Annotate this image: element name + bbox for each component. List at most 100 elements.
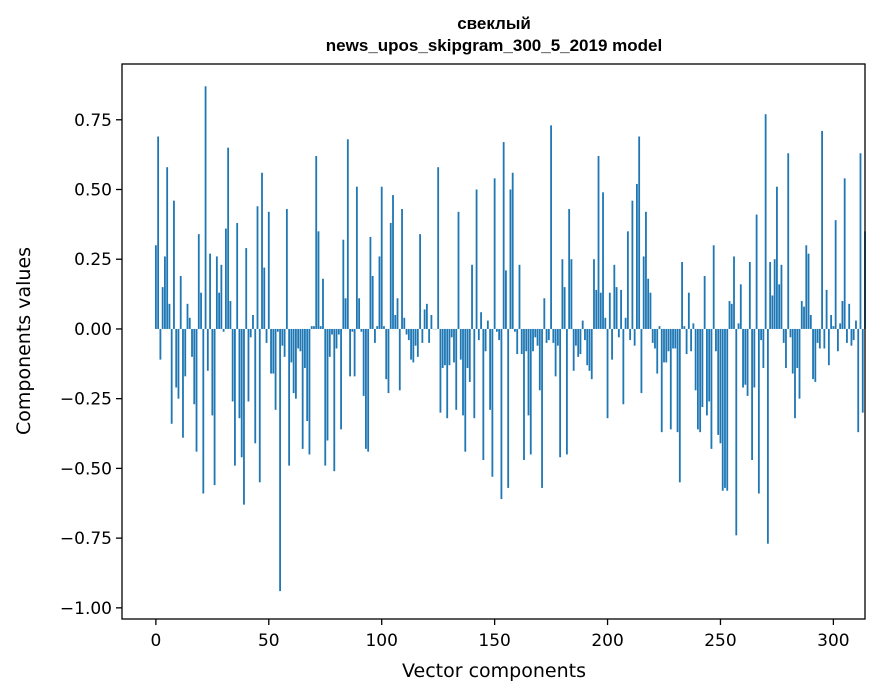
bar-310 xyxy=(855,320,857,329)
bar-199 xyxy=(604,317,607,329)
bar-11 xyxy=(179,275,182,329)
bar-311 xyxy=(857,328,860,433)
bar-104 xyxy=(389,222,392,329)
bar-164 xyxy=(525,328,528,352)
bar-228 xyxy=(669,328,672,430)
bar-66 xyxy=(304,328,306,368)
bar-263 xyxy=(748,262,751,329)
bar-60 xyxy=(290,328,293,363)
bar-248 xyxy=(715,328,717,352)
bar-269 xyxy=(762,328,765,368)
bar-301 xyxy=(834,220,837,329)
x-tick-label: 250 xyxy=(704,631,736,651)
y-axis-label: Components values xyxy=(13,247,35,435)
bar-210 xyxy=(629,328,632,341)
bar-215 xyxy=(640,328,643,394)
bar-257 xyxy=(735,328,738,536)
bar-101 xyxy=(383,326,385,329)
bar-93 xyxy=(365,328,367,449)
bar-193 xyxy=(590,328,593,380)
bar-307 xyxy=(848,303,851,329)
bar-50 xyxy=(267,211,270,329)
bar-214 xyxy=(638,136,641,329)
bar-229 xyxy=(672,328,674,349)
bar-291 xyxy=(812,328,814,380)
bar-59 xyxy=(288,328,291,466)
bar-195 xyxy=(595,289,598,329)
bar-146 xyxy=(484,328,487,352)
bar-103 xyxy=(387,328,390,394)
bar-107 xyxy=(396,298,399,329)
x-tick-label: 100 xyxy=(365,631,397,651)
bar-221 xyxy=(654,328,656,349)
bar-114 xyxy=(412,328,415,363)
bar-167 xyxy=(532,328,534,352)
bar-262 xyxy=(746,328,749,396)
bar-74 xyxy=(322,278,324,329)
bar-277 xyxy=(780,264,783,329)
bar-82 xyxy=(340,328,342,430)
bar-130 xyxy=(448,328,451,366)
bar-117 xyxy=(419,234,422,329)
bar-92 xyxy=(362,328,365,396)
bar-173 xyxy=(545,328,548,343)
bar-299 xyxy=(830,315,833,329)
y-tick-label: 0.00 xyxy=(74,320,112,340)
bar-139 xyxy=(468,328,471,382)
bar-54 xyxy=(276,328,279,332)
bar-212 xyxy=(633,328,636,346)
bar-120 xyxy=(425,303,428,329)
bar-47 xyxy=(261,172,263,329)
bar-30 xyxy=(222,328,225,332)
bar-242 xyxy=(701,328,704,408)
bar-204 xyxy=(615,287,618,329)
bar-308 xyxy=(850,328,853,346)
bar-259 xyxy=(739,284,742,329)
bar-136 xyxy=(462,328,464,416)
bar-67 xyxy=(306,328,309,421)
bar-31 xyxy=(224,228,227,329)
bar-81 xyxy=(337,328,340,335)
y-tick-label: 0.50 xyxy=(74,181,112,201)
bar-138 xyxy=(466,328,469,368)
bar-270 xyxy=(764,114,767,329)
bar-184 xyxy=(570,259,573,329)
bar-288 xyxy=(805,245,808,329)
bar-21 xyxy=(202,328,205,494)
bar-25 xyxy=(211,328,214,416)
bar-166 xyxy=(529,328,532,455)
bar-90 xyxy=(358,298,361,329)
bar-156 xyxy=(507,328,510,488)
bar-251 xyxy=(721,328,724,491)
bar-24 xyxy=(209,253,211,329)
bar-19 xyxy=(197,234,200,329)
bar-284 xyxy=(796,328,799,368)
bar-292 xyxy=(814,328,817,382)
bar-132 xyxy=(453,328,455,363)
bar-181 xyxy=(563,287,566,329)
bar-128 xyxy=(444,328,446,366)
bar-206 xyxy=(620,289,622,329)
bar-200 xyxy=(606,328,609,419)
bar-135 xyxy=(459,328,462,360)
bar-180 xyxy=(561,259,564,329)
bar-129 xyxy=(446,328,449,419)
bar-20 xyxy=(200,292,202,329)
bar-48 xyxy=(263,267,266,329)
bar-75 xyxy=(324,328,327,466)
bar-118 xyxy=(421,328,424,343)
plot-frame xyxy=(121,63,866,620)
bar-76 xyxy=(326,328,329,441)
bar-40 xyxy=(245,248,248,329)
bar-56 xyxy=(281,328,284,346)
bar-73 xyxy=(319,326,322,329)
bar-71 xyxy=(315,156,318,329)
bar-77 xyxy=(328,328,331,357)
bar-279 xyxy=(785,328,787,368)
x-tick-label: 200 xyxy=(591,631,623,651)
bar-217 xyxy=(645,211,647,329)
bar-177 xyxy=(554,328,557,377)
bar-231 xyxy=(676,328,679,433)
bar-28 xyxy=(218,292,221,329)
bar-5 xyxy=(166,167,169,329)
